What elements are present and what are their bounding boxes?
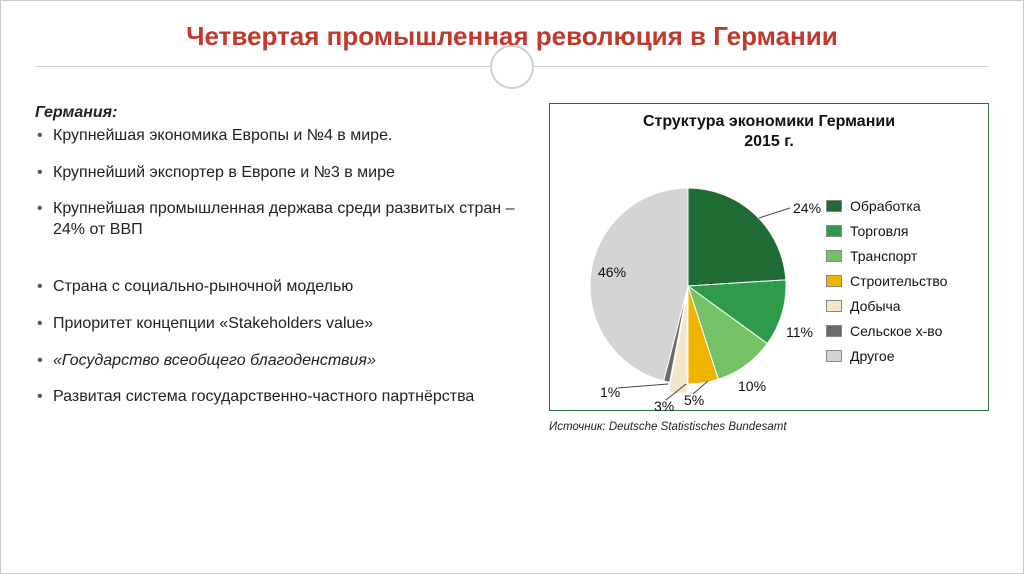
pie-data-label: 24% — [793, 200, 821, 216]
legend-row: Другое — [826, 348, 947, 364]
chart-title-line1: Структура экономики Германии — [643, 113, 895, 130]
legend-swatch — [826, 225, 842, 237]
legend-label: Сельское х-во — [850, 323, 942, 339]
legend-label: Транспорт — [850, 248, 917, 264]
leader-line — [618, 384, 668, 388]
pie-data-label: 3% — [654, 398, 674, 414]
legend-swatch — [826, 325, 842, 337]
source-line: Источник: Deutsche Statistisches Bundesa… — [549, 421, 989, 433]
chart-area: 24%11%10%5%3%1%46% ОбработкаТорговляТран… — [558, 156, 980, 406]
pie-svg — [558, 156, 818, 406]
title-ornament — [490, 45, 534, 89]
legend-swatch — [826, 250, 842, 262]
pie-data-label: 10% — [738, 378, 766, 394]
pie-data-label: 46% — [598, 264, 626, 280]
right-column: Структура экономики Германии 2015 г. 24%… — [549, 103, 989, 549]
bullet-item: Приоритет концепции «Stakeholders value» — [35, 314, 531, 335]
legend-row: Транспорт — [826, 248, 947, 264]
pie-data-label: 1% — [600, 384, 620, 400]
left-heading: Германия: — [35, 104, 117, 121]
legend-label: Торговля — [850, 223, 908, 239]
chart-title: Структура экономики Германии 2015 г. — [558, 112, 980, 152]
legend: Обработка Торговля Транспорт Строительство Д… — [826, 189, 947, 373]
source-text: Deutsche Statistisches Bundesamt — [609, 421, 787, 433]
bullet-item: Крупнейшая экономика Европы и №4 в мире. — [35, 126, 531, 147]
legend-row: Строительство — [826, 273, 947, 289]
legend-row: Сельское х-во — [826, 323, 947, 339]
left-column: Германия: Крупнейшая экономика Европы и … — [35, 103, 531, 549]
bullet-list: Крупнейшая экономика Европы и №4 в мире.… — [35, 126, 531, 408]
pie-data-label: 11% — [786, 324, 813, 340]
legend-swatch — [826, 300, 842, 312]
slide: Четвертая промышленная революция в Герма… — [0, 0, 1024, 574]
legend-label: Добыча — [850, 298, 901, 314]
pie-data-label: 5% — [684, 392, 704, 408]
bullet-item: «Государство всеобщего благоденствия» — [35, 351, 531, 372]
legend-row: Обработка — [826, 198, 947, 214]
bullet-item: Страна с социально-рыночной моделью — [35, 277, 531, 298]
legend-label: Строительство — [850, 273, 947, 289]
bullet-item: Развитая система государственно-частного… — [35, 387, 531, 408]
legend-label: Обработка — [850, 198, 921, 214]
legend-row: Торговля — [826, 223, 947, 239]
title-rule — [35, 66, 989, 67]
pie-chart: 24%11%10%5%3%1%46% — [558, 156, 818, 406]
title-wrap: Четвертая промышленная революция в Герма… — [35, 21, 989, 93]
bullet-item: Крупнейший экспортер в Европе и №3 в мир… — [35, 163, 531, 184]
legend-label: Другое — [850, 348, 894, 364]
body: Германия: Крупнейшая экономика Европы и … — [35, 103, 989, 549]
chart-title-line2: 2015 г. — [744, 133, 794, 150]
legend-row: Добыча — [826, 298, 947, 314]
chart-frame: Структура экономики Германии 2015 г. 24%… — [549, 103, 989, 411]
legend-swatch — [826, 200, 842, 212]
source-label: Источник: — [549, 421, 606, 433]
legend-swatch — [826, 275, 842, 287]
bullet-item: Крупнейшая промышленная держава среди ра… — [35, 199, 531, 241]
legend-swatch — [826, 350, 842, 362]
pie-slice — [688, 188, 786, 286]
leader-line — [759, 208, 790, 218]
